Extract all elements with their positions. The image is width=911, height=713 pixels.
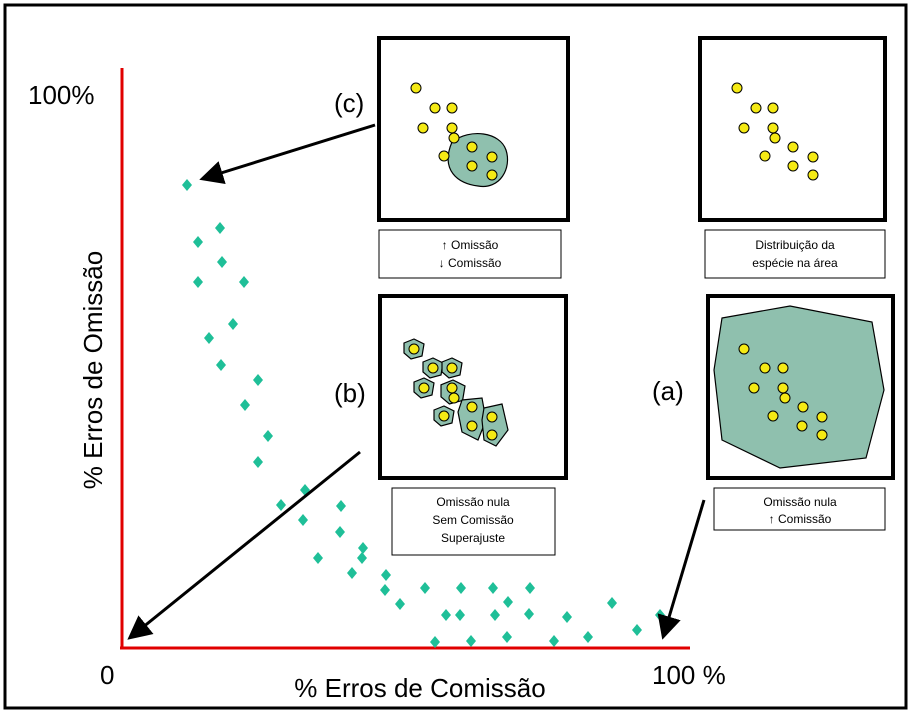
panel-box [379,38,568,220]
panel-tag: (c) [334,88,364,118]
point [768,123,778,133]
point [467,402,477,412]
caption: Distribuição da [755,238,835,252]
point [487,412,497,422]
panel-tag: (a) [652,376,684,406]
point [447,103,457,113]
blob [714,306,884,468]
point [418,123,428,133]
point [788,142,798,152]
point [817,430,827,440]
caption: ↑ Comissão [769,512,832,526]
y-top-label: 100% [28,80,95,110]
point [439,411,449,421]
point [449,393,459,403]
point [778,363,788,373]
panel-box [380,296,566,478]
point [780,393,790,403]
point [760,151,770,161]
point [467,421,477,431]
figure: 100% 0 100 % % Erros de Comissão % Erros… [0,0,911,713]
point [487,152,497,162]
panel-tag: (b) [334,378,366,408]
point [817,412,827,422]
point [447,123,457,133]
point [447,363,457,373]
point [749,383,759,393]
point [768,103,778,113]
y-title: % Erros de Omissão [78,251,108,489]
point [751,103,761,113]
point [467,161,477,171]
point [739,123,749,133]
origin-label: 0 [100,660,114,690]
point [439,151,449,161]
point [732,83,742,93]
x-title: % Erros de Comissão [294,673,545,703]
caption: Omissão nula [763,495,837,509]
point [409,344,419,354]
point [788,161,798,171]
point [808,152,818,162]
point [428,363,438,373]
point [808,170,818,180]
point [430,103,440,113]
caption: Sem Comissão [432,513,514,527]
caption: espécie na área [752,256,838,270]
caption: Superajuste [441,531,505,545]
point [770,133,780,143]
point [411,83,421,93]
point [419,383,429,393]
point [447,383,457,393]
x-right-label: 100 % [652,660,726,690]
caption: Omissão nula [436,495,510,509]
point [797,421,807,431]
point [487,430,497,440]
point [487,170,497,180]
panel-box [700,38,885,220]
point [449,133,459,143]
point [768,411,778,421]
point [467,142,477,152]
caption: ↓ Comissão [439,256,502,270]
caption: ↑ Omissão [442,238,499,252]
point [760,363,770,373]
point [778,383,788,393]
point [739,344,749,354]
point [798,402,808,412]
